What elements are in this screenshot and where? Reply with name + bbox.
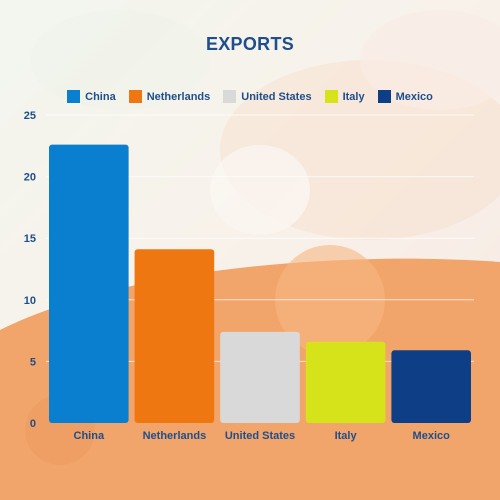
- legend-label: Netherlands: [146, 90, 211, 103]
- legend-label: Mexico: [395, 90, 433, 103]
- bar: [220, 331, 300, 423]
- bar: [305, 341, 386, 423]
- x-tick-label: Italy: [335, 430, 358, 442]
- legend-item: Netherlands: [128, 90, 211, 103]
- legend-item: Mexico: [377, 90, 433, 103]
- y-tick-label: 25: [24, 110, 36, 122]
- y-tick-label: 15: [24, 233, 36, 245]
- chart-title: EXPORTS: [205, 34, 295, 54]
- legend-label: Italy: [342, 90, 365, 103]
- chart-legend: China Netherlands United States Italy Mexico: [0, 90, 500, 103]
- legend-swatch: [377, 90, 391, 103]
- x-tick-label: Mexico: [413, 430, 451, 442]
- bar: [48, 144, 129, 423]
- y-tick-label: 20: [24, 172, 36, 184]
- bar: [391, 350, 472, 423]
- y-tick-label: 5: [30, 356, 36, 368]
- legend-label: China: [85, 90, 116, 103]
- y-tick-label: 0: [30, 418, 36, 430]
- legend-item: China: [67, 90, 116, 103]
- legend-label: United States: [241, 90, 312, 103]
- legend-item: United States: [223, 90, 312, 103]
- y-tick-label: 10: [24, 295, 36, 307]
- legend-swatch: [128, 90, 142, 103]
- legend-swatch: [223, 90, 237, 103]
- x-tick-label: China: [74, 430, 105, 442]
- legend-swatch: [324, 90, 338, 103]
- x-tick-label: Netherlands: [143, 430, 207, 442]
- legend-swatch: [67, 90, 81, 103]
- x-tick-label: United States: [225, 430, 295, 442]
- bar: [134, 249, 215, 423]
- legend-item: Italy: [324, 90, 365, 103]
